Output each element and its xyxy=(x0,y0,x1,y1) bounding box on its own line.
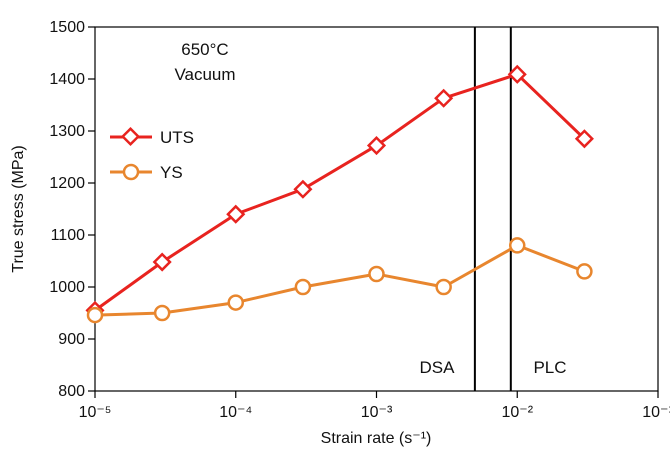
x-tick-label: 10⁻¹ xyxy=(642,404,670,421)
y-axis-title: True stress (MPa) xyxy=(10,145,27,272)
data-point-ys xyxy=(509,237,526,254)
data-point-ys xyxy=(294,278,312,296)
y-tick-label: 1100 xyxy=(51,227,86,244)
data-point-uts xyxy=(434,88,454,108)
series-line-uts xyxy=(94,72,586,312)
data-point-ys xyxy=(227,294,244,311)
y-tick-label: 1400 xyxy=(49,71,85,88)
legend-circle-icon xyxy=(122,163,140,181)
legend-label-ys: YS xyxy=(160,163,183,182)
series-line-ys xyxy=(94,243,585,317)
data-point-ys xyxy=(153,304,171,322)
annotation-atmosphere: Vacuum xyxy=(174,65,235,84)
x-tick-label: 10⁻⁵ xyxy=(79,404,112,421)
x-tick-label: 10⁻³ xyxy=(361,404,393,421)
y-tick-label: 1000 xyxy=(49,279,85,296)
data-point-ys xyxy=(368,265,385,283)
legend-diamond-icon xyxy=(120,126,141,147)
annotation-temperature: 650°C xyxy=(181,40,228,59)
y-tick-label: 1200 xyxy=(49,175,85,192)
data-point-ys xyxy=(86,306,104,324)
annotation-dsa: DSA xyxy=(420,358,456,377)
data-point-uts xyxy=(152,252,172,272)
x-tick-label: 10⁻⁴ xyxy=(219,404,252,421)
data-point-uts xyxy=(507,64,527,84)
data-point-uts xyxy=(226,204,246,224)
data-point-ys xyxy=(576,263,593,280)
x-tick-label: 10⁻² xyxy=(501,404,533,421)
legend: UTS YS xyxy=(110,126,194,182)
data-point-uts xyxy=(293,179,313,199)
legend-label-uts: UTS xyxy=(160,128,194,147)
y-tick-label: 1300 xyxy=(49,123,85,140)
y-tick-label: 800 xyxy=(58,383,85,400)
data-point-uts xyxy=(366,136,387,156)
data-point-ys xyxy=(435,278,452,296)
y-tick-label: 1500 xyxy=(49,19,85,36)
data-point-uts xyxy=(574,129,594,149)
annotation-plc: PLC xyxy=(533,358,566,377)
x-axis-title: Strain rate (s⁻¹) xyxy=(321,430,432,447)
y-tick-label: 900 xyxy=(58,331,85,348)
